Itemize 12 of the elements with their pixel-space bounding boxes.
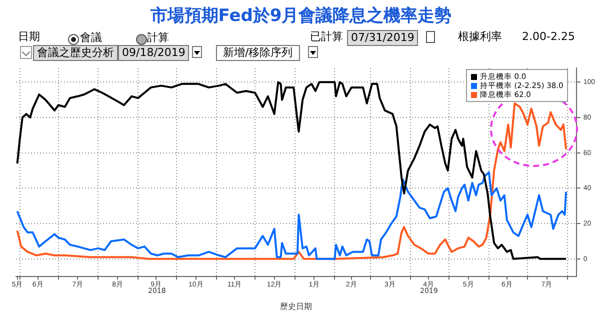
- text: 07/31/2019: [347, 30, 418, 46]
- text: 日期: [18, 30, 40, 44]
- text: 會議之歷史分析: [33, 45, 118, 61]
- text: 會議: [80, 31, 102, 45]
- text: 已計算: [310, 30, 343, 44]
- text: 新增/移除序列: [216, 45, 300, 61]
- chart-title: 市場預期Fed於9月會議降息之機率走勢: [149, 5, 453, 27]
- text: 計算: [147, 31, 169, 45]
- text: 根據利率: [458, 30, 502, 44]
- text: 09/18/2019: [118, 45, 190, 61]
- text: 2.00-2.25: [522, 30, 575, 44]
- x-axis-title: 歷史日期: [280, 300, 312, 312]
